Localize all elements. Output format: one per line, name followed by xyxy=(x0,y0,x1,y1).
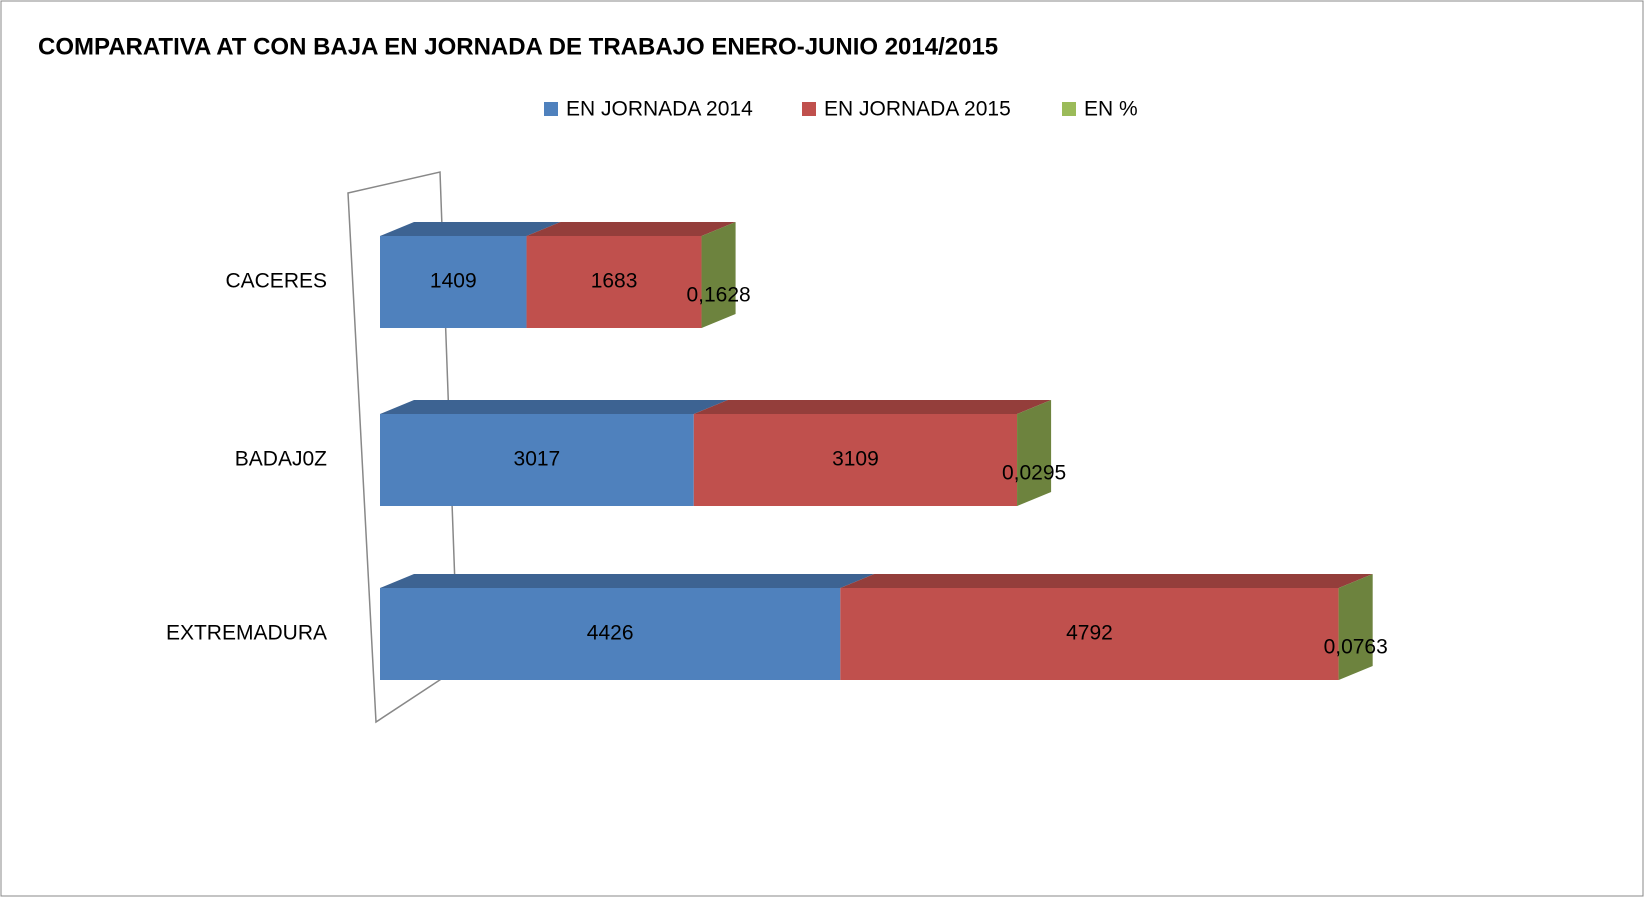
bar-top xyxy=(380,574,875,588)
chart-title: COMPARATIVA AT CON BAJA EN JORNADA DE TR… xyxy=(38,33,998,60)
bar-segment xyxy=(840,574,1373,680)
category-label: BADAJ0Z xyxy=(235,448,327,471)
bar-top xyxy=(526,222,736,236)
bar-segment xyxy=(380,574,875,680)
bar-top xyxy=(693,400,1052,414)
bar-end xyxy=(701,222,736,328)
data-label: 1683 xyxy=(591,270,638,293)
legend-swatch xyxy=(802,102,816,116)
bar-top xyxy=(380,222,561,236)
bar-end xyxy=(1338,574,1373,680)
bar-segment xyxy=(693,400,1052,506)
bar-top xyxy=(840,574,1373,588)
bar-segment xyxy=(1017,400,1052,506)
legend-label: EN JORNADA 2014 xyxy=(566,98,753,121)
data-label: 1409 xyxy=(430,270,477,293)
bar-segment xyxy=(1338,574,1373,680)
plot-area: CACERES 1409 1683 0,1628 BADAJ0Z 3017 3109 0,02… xyxy=(166,222,1388,680)
bar-segment xyxy=(380,222,561,328)
bar-front xyxy=(380,236,527,328)
bar-front xyxy=(526,236,702,328)
bar-top xyxy=(1338,574,1373,588)
data-label: 3109 xyxy=(832,448,879,471)
bar-front xyxy=(380,414,694,506)
data-label: 4426 xyxy=(587,622,634,645)
legend-label: EN JORNADA 2015 xyxy=(824,98,1011,121)
category-label: EXTREMADURA xyxy=(166,622,327,645)
data-label: 4792 xyxy=(1066,622,1113,645)
bar-top xyxy=(1017,400,1052,414)
bar-front xyxy=(380,588,841,680)
bar-top xyxy=(380,400,728,414)
data-label: 3017 xyxy=(514,448,561,471)
bar-front xyxy=(693,414,1018,506)
bar-segment xyxy=(526,222,736,328)
legend-label: EN % xyxy=(1084,98,1138,121)
bar-segment xyxy=(701,222,736,328)
category-label: CACERES xyxy=(225,270,327,293)
data-label: 0,1628 xyxy=(686,284,750,307)
data-label: 0,0295 xyxy=(1002,462,1066,485)
bar-front xyxy=(840,588,1339,680)
legend-swatch xyxy=(544,102,558,116)
data-label: 0,0763 xyxy=(1324,636,1388,659)
bar-end xyxy=(1017,400,1052,506)
legend-swatch xyxy=(1062,102,1076,116)
bar-top xyxy=(701,222,736,236)
bar-segment xyxy=(380,400,728,506)
legend: EN JORNADA 2014 EN JORNADA 2015 EN % xyxy=(544,98,1138,121)
